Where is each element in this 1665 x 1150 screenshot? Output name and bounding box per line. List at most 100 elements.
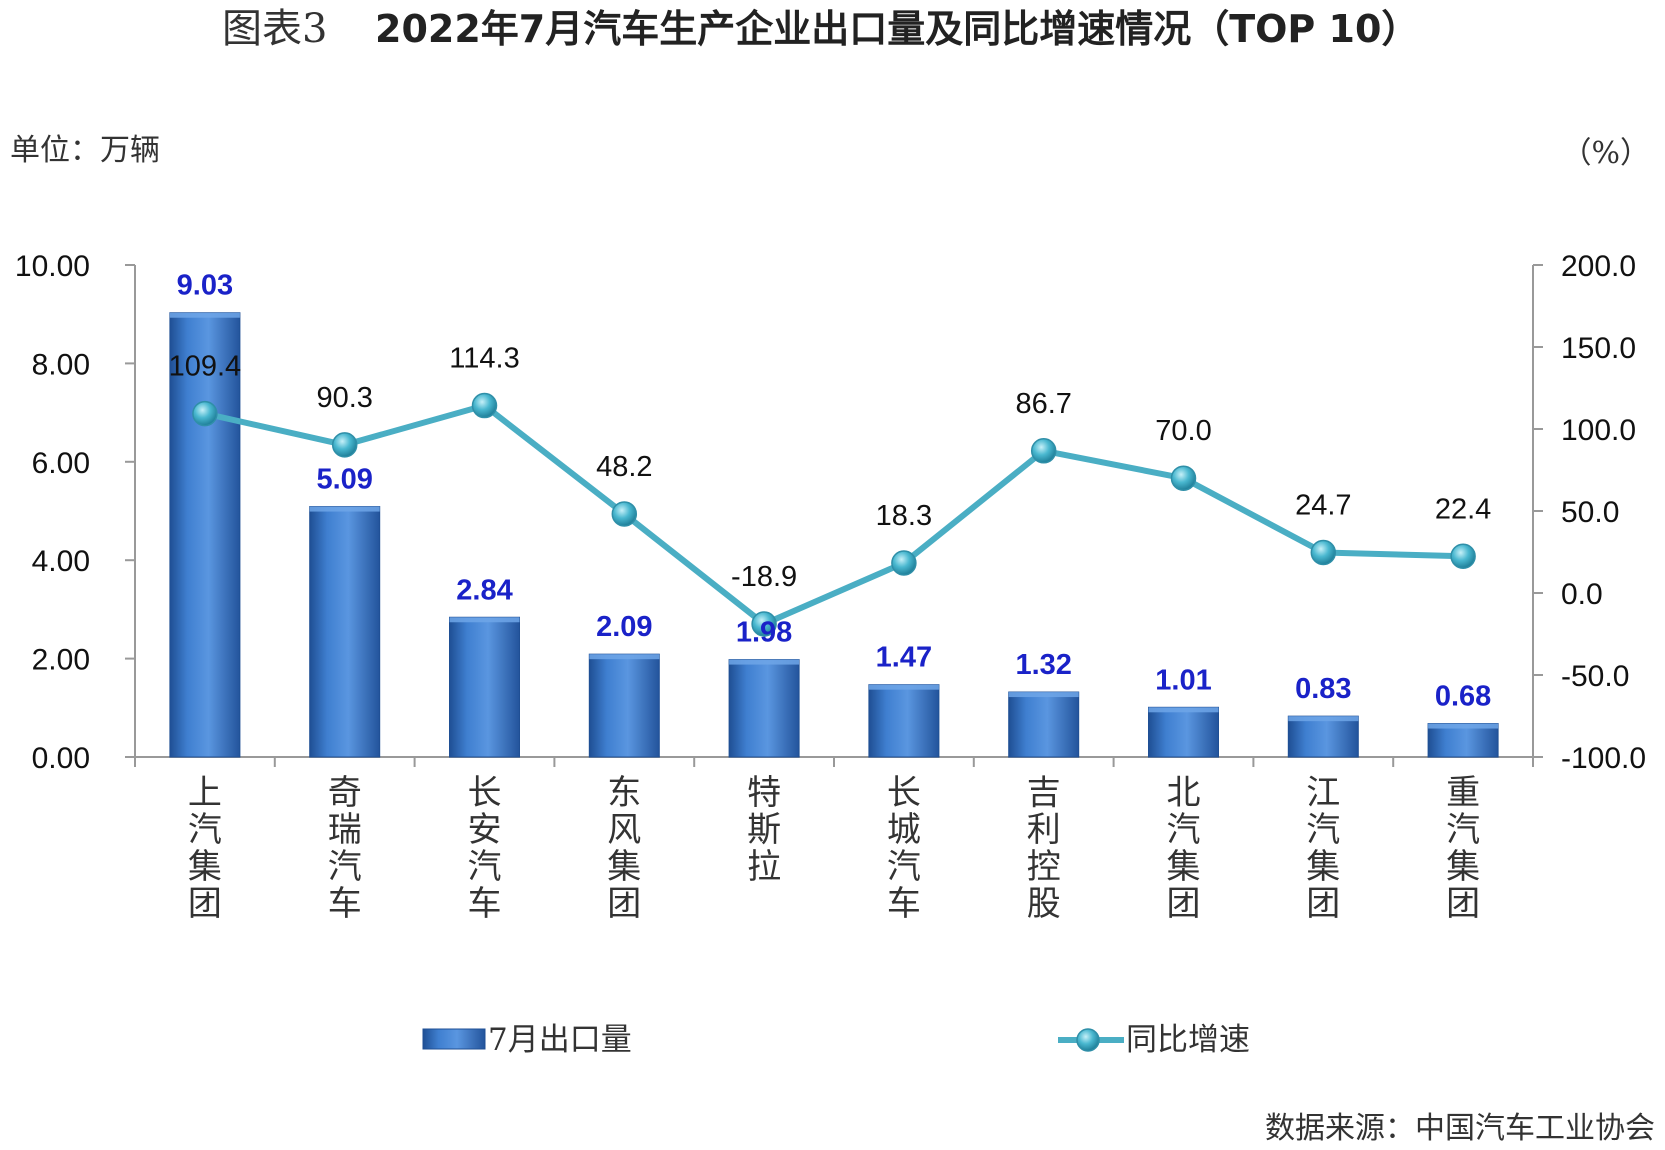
left-tick-label: 6.00 — [32, 447, 90, 480]
category-char: 团 — [1167, 884, 1201, 924]
bar-value-label: 1.47 — [876, 642, 932, 674]
bar-value-label: 5.09 — [316, 464, 372, 496]
left-tick-label: 10.00 — [15, 250, 90, 283]
bar-top-highlight — [1008, 692, 1079, 698]
growth-value-label: 24.7 — [1295, 489, 1351, 521]
category-char: 团 — [607, 884, 641, 924]
category-char: 团 — [188, 884, 222, 924]
category-char: 集 — [188, 847, 222, 887]
category-char: 安 — [468, 810, 502, 850]
growth-value-label: 22.4 — [1435, 493, 1491, 525]
growth-point — [1030, 438, 1057, 464]
category-label: 特斯拉 — [747, 773, 781, 887]
growth-value-label: 70.0 — [1155, 415, 1211, 447]
legend-bar-swatch — [422, 1028, 486, 1050]
growth-point — [891, 550, 917, 576]
growth-value-label: 86.7 — [1015, 388, 1071, 420]
bar — [309, 506, 381, 758]
bar — [588, 653, 660, 758]
category-char: 斯 — [747, 810, 781, 850]
bar-value-label: 0.83 — [1295, 673, 1351, 705]
category-char: 吉 — [1027, 773, 1061, 813]
bar-value-label: 1.32 — [1015, 649, 1071, 681]
legend-bar-label: 7月出口量 — [488, 1022, 632, 1058]
right-tick-label: 200.0 — [1561, 250, 1636, 283]
bar-value-label: 1.98 — [736, 617, 792, 649]
category-char: 集 — [607, 847, 641, 887]
category-char: 上 — [188, 773, 222, 813]
bar-top-highlight — [1288, 716, 1359, 722]
category-char: 城 — [887, 810, 921, 850]
category-char: 江 — [1306, 773, 1340, 813]
category-char: 长 — [887, 773, 921, 813]
growth-line — [204, 402, 1464, 627]
category-char: 控 — [1027, 847, 1061, 887]
category-char: 团 — [1446, 884, 1480, 924]
legend-line-label: 同比增速 — [1126, 1022, 1250, 1058]
bar-value-label: 0.68 — [1435, 681, 1491, 713]
right-tick-label: 50.0 — [1561, 496, 1619, 529]
category-char: 瑞 — [328, 810, 362, 850]
growth-point — [192, 400, 218, 427]
chart-title: 2022年7月汽车生产企业出口量及同比增速情况（TOP 10） — [375, 7, 1419, 51]
category-char: 特 — [747, 773, 781, 813]
left-tick-label: 2.00 — [32, 644, 90, 677]
category-char: 风 — [607, 810, 641, 850]
bar-top-highlight — [868, 684, 939, 690]
legend-line-marker — [1076, 1028, 1100, 1052]
category-char: 长 — [468, 773, 502, 813]
bar-top-highlight — [729, 659, 800, 665]
growth-point — [611, 501, 638, 527]
bar-value-label: 2.09 — [596, 611, 652, 643]
bar-top-highlight — [309, 506, 380, 512]
growth-point — [1170, 465, 1197, 491]
category-char: 拉 — [747, 847, 781, 887]
bar — [1008, 691, 1080, 758]
right-tick-label: 100.0 — [1561, 414, 1636, 447]
category-char: 团 — [1306, 884, 1340, 924]
category-char: 汽 — [887, 847, 921, 887]
growth-value-label: 109.4 — [169, 351, 242, 383]
bar-value-label: 9.03 — [177, 270, 233, 302]
left-tick-label: 4.00 — [32, 545, 90, 578]
category-char: 汽 — [188, 810, 222, 850]
bar-top-highlight — [1428, 723, 1499, 729]
right-axis-unit: （%） — [1561, 136, 1650, 171]
bar — [169, 312, 241, 758]
left-tick-label: 8.00 — [32, 348, 90, 381]
category-char: 集 — [1167, 847, 1201, 887]
category-char: 汽 — [1167, 810, 1201, 850]
bar-top-highlight — [1148, 707, 1219, 713]
bar — [1287, 715, 1359, 758]
right-tick-label: 0.0 — [1561, 578, 1603, 611]
category-char: 汽 — [1446, 810, 1480, 850]
data-labels: 9.03 5.09 2.84 2.09 1.98 1.47 1.32 1.01 0.83 0.68… — [169, 270, 1492, 713]
growth-value-label: 18.3 — [876, 500, 932, 532]
bar — [868, 684, 940, 758]
category-char: 车 — [468, 884, 502, 924]
category-char: 汽 — [1306, 810, 1340, 850]
data-source: 数据来源：中国汽车工业协会 — [1265, 1111, 1655, 1146]
left-tick-label: 0.00 — [32, 742, 90, 775]
growth-point — [471, 392, 498, 419]
category-char: 汽 — [328, 847, 362, 887]
line-series — [192, 392, 1476, 637]
bar-series — [169, 312, 1499, 758]
category-char: 重 — [1446, 773, 1480, 813]
growth-point — [1310, 539, 1337, 566]
bar — [449, 616, 520, 758]
growth-point — [331, 432, 358, 458]
bar — [1148, 706, 1219, 758]
right-tick-label: 150.0 — [1561, 332, 1636, 365]
right-tick-label: -100.0 — [1561, 742, 1646, 775]
category-char: 东 — [607, 773, 641, 813]
legend: 7月出口量 同比增速 — [422, 1022, 1250, 1058]
bar-top-highlight — [449, 617, 520, 623]
bar-top-highlight — [169, 312, 240, 318]
